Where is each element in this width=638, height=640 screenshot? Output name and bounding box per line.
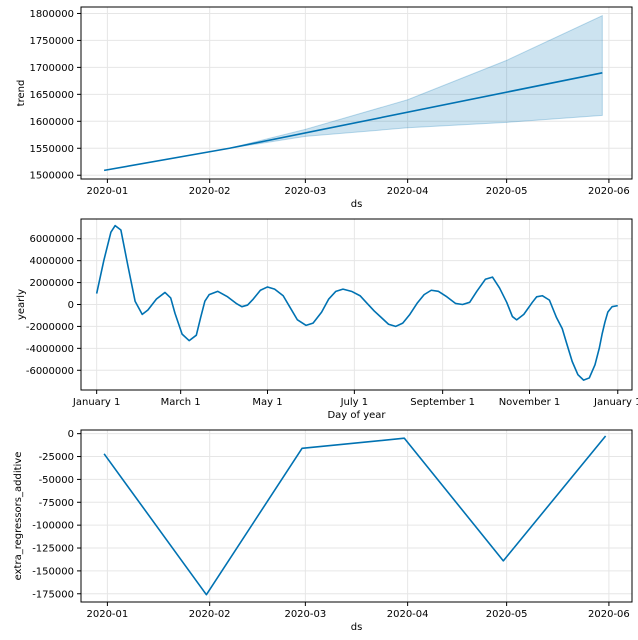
y-tick-label: -2000000 (26, 322, 74, 333)
x-tick-label: 2020-04 (387, 186, 429, 197)
x-tick-label: May 1 (252, 397, 282, 408)
plot-frame (80, 6, 633, 180)
y-tick-label: -75000 (39, 498, 74, 509)
y-tick-label: 2000000 (29, 278, 74, 289)
y-tick-label: 0 (68, 429, 74, 440)
x-tick-label: 2020-05 (486, 609, 528, 620)
x-tick-label: July 1 (340, 397, 369, 408)
y-tick-label: 1600000 (29, 117, 74, 128)
y-axis-label: extra_regressors_additive (13, 452, 24, 581)
x-tick-label: September 1 (410, 397, 475, 408)
x-tick-label: 2020-06 (588, 609, 630, 620)
uncertainty-band (229, 14, 603, 149)
series-line-trend (103, 71, 603, 172)
x-tick-label: 2020-02 (189, 609, 231, 620)
y-tick-label: -100000 (32, 521, 74, 532)
x-axis-label: ds (351, 622, 363, 633)
x-tick-label: 2020-02 (189, 186, 231, 197)
y-tick-label: -25000 (39, 452, 74, 463)
y-axis-label: trend (16, 80, 27, 107)
y-tick-label: -175000 (32, 589, 74, 600)
y-tick-label: 1500000 (29, 171, 74, 182)
y-tick-label: 1800000 (29, 9, 74, 20)
y-tick-label: 6000000 (29, 234, 74, 245)
y-tick-label: 4000000 (29, 256, 74, 267)
panel-yearly: January 1 March 1 May 1 July 1 September 1 No… (16, 218, 638, 421)
series-line-yearly (95, 224, 618, 381)
plot-frame (80, 429, 633, 603)
panel-extra_regressors_additive: 2020-01 2020-02 2020-03 2020-04 2020-05 2020-… (13, 429, 633, 633)
y-tick-label: 0 (68, 300, 74, 311)
y-tick-label: 1550000 (29, 144, 74, 155)
panel-trend: 2020-01 2020-02 2020-03 2020-04 2020-05 2020-… (16, 6, 633, 210)
x-tick-label: 2020-03 (284, 609, 326, 620)
y-tick-label: 1650000 (29, 90, 74, 101)
y-tick-label: 1750000 (29, 36, 74, 47)
y-tick-label: -6000000 (26, 366, 74, 377)
y-tick-label: -4000000 (26, 344, 74, 355)
x-axis-label: ds (351, 199, 363, 210)
x-tick-label: 2020-05 (486, 186, 528, 197)
x-tick-label: January 1 (72, 397, 120, 408)
y-axis-label: yearly (16, 289, 27, 320)
x-tick-label: 2020-06 (588, 186, 630, 197)
series-line-extra_regressors_additive (103, 435, 607, 596)
x-tick-label: March 1 (161, 397, 201, 408)
y-tick-label: 1700000 (29, 63, 74, 74)
x-tick-label: 2020-01 (86, 186, 128, 197)
y-tick-label: -150000 (32, 566, 74, 577)
x-tick-label: January 1 (593, 397, 638, 408)
x-tick-label: November 1 (499, 397, 561, 408)
x-tick-label: 2020-01 (86, 609, 128, 620)
x-tick-label: 2020-04 (387, 609, 429, 620)
y-tick-label: -50000 (39, 475, 74, 486)
y-tick-label: -125000 (32, 544, 74, 555)
x-axis-label: Day of year (327, 410, 386, 421)
x-tick-label: 2020-03 (284, 186, 326, 197)
